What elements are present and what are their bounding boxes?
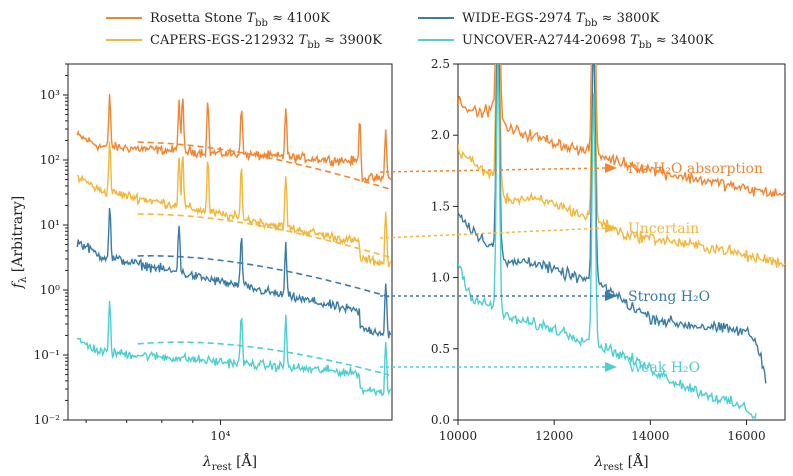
annotation-arrow-head <box>605 223 617 233</box>
left-ytick-label: 10³ <box>40 88 60 102</box>
right-ytick-label: 1.5 <box>431 199 450 213</box>
left-axes-frame <box>67 63 393 421</box>
annotation-label: Strong H₂O <box>628 289 710 305</box>
y-axis-title: fλ [Arbitrary] <box>10 196 29 289</box>
left-ytick-label: 10¹ <box>40 218 60 232</box>
right-ytick-label: 2.5 <box>431 57 450 71</box>
legend-label: CAPERS-EGS-212932 Tbb ≈ 3900K <box>150 33 382 51</box>
left-ytick-label: 10⁻² <box>34 413 61 427</box>
annotation-arrow-head <box>605 291 617 301</box>
left-spectrum-1 <box>76 141 392 268</box>
left-blackbody-3 <box>137 341 390 376</box>
annotation-arrow-head <box>605 362 617 372</box>
legend-label: WIDE-EGS-2974 Tbb ≈ 3800K <box>462 11 660 29</box>
annotation-arrows: No H₂O absorption Uncertain Strong H₂O Weak… <box>379 161 763 376</box>
annotation-arrow-line <box>379 227 608 239</box>
left-blackbody-2 <box>137 255 390 298</box>
right-xtick-label: 10000 <box>439 429 477 443</box>
left-ytick-label: 10⁻¹ <box>34 348 60 362</box>
right-xtick-label: 16000 <box>727 429 765 443</box>
annotation-label: No H₂O absorption <box>628 161 763 177</box>
left-blackbody-1 <box>137 213 390 258</box>
x-axis-title: λrest [Å] <box>202 452 257 473</box>
legend-label: UNCOVER-A2744-20698 Tbb ≈ 3400K <box>462 33 714 51</box>
left-panel: 10⁻² 10⁻¹ 10⁰ 10¹ 10² 10³ 10⁴ <box>34 63 393 443</box>
left-ytick-label: 10² <box>40 153 60 167</box>
annotation-arrow-head <box>605 163 617 173</box>
right-panel: 0.0 0.5 1.0 1.5 2.0 2.5 10000 12000 14000 16000 <box>431 57 786 443</box>
right-ytick-label: 0.5 <box>431 342 450 356</box>
annotation-label: Weak H₂O <box>628 360 700 376</box>
annotation-arrow-line <box>379 167 608 173</box>
left-blackbody-0 <box>137 141 390 190</box>
right-spectrum-1 <box>458 64 785 268</box>
right-ytick-label: 0.0 <box>431 413 450 427</box>
annotation-label: Uncertain <box>628 221 699 237</box>
left-spectrum-2 <box>76 207 392 339</box>
left-xtick-label: 10⁴ <box>210 429 230 443</box>
right-xtick-label: 12000 <box>535 429 573 443</box>
right-ytick-label: 2.0 <box>431 128 450 142</box>
right-spectrum-3 <box>458 64 757 420</box>
right-xtick-label: 14000 <box>631 429 669 443</box>
x-axis-title: λrest [Å] <box>593 452 648 473</box>
left-ytick-label: 10⁰ <box>40 283 60 297</box>
axis-titles: λrest [Å] λrest [Å] fλ [Arbitrary] <box>10 196 649 473</box>
right-ytick-label: 1.0 <box>431 271 450 285</box>
left-spectrum-0 <box>76 94 392 183</box>
right-axes-frame <box>457 63 786 421</box>
left-spectrum-3 <box>76 300 392 398</box>
legend: Rosetta Stone Tbb ≈ 4100K CAPERS-EGS-2129… <box>106 11 714 51</box>
right-spectrum-2 <box>458 64 767 384</box>
right-spectrum-0 <box>458 64 785 198</box>
legend-label: Rosetta Stone Tbb ≈ 4100K <box>150 11 330 29</box>
